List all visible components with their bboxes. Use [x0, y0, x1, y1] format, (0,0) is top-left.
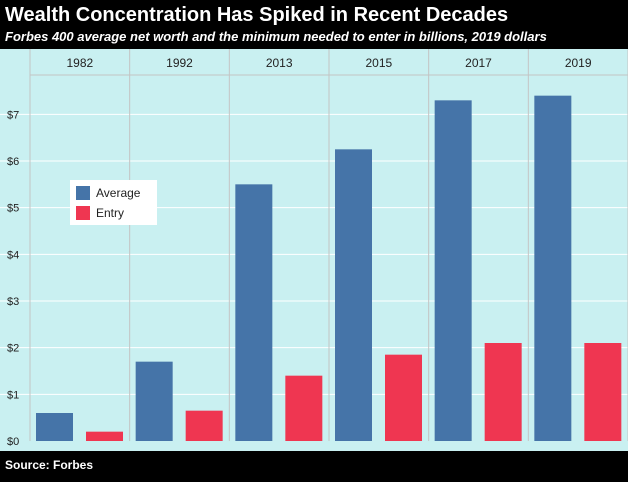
- bar-average: [235, 184, 273, 442]
- chart-header: Wealth Concentration Has Spiked in Recen…: [0, 0, 628, 49]
- bar-average: [534, 95, 572, 442]
- bar-average: [434, 100, 472, 441]
- y-tick-label: $4: [7, 249, 19, 261]
- category-label: 2017: [465, 56, 492, 70]
- chart-footer: Source: Forbes: [0, 451, 628, 482]
- y-tick-label: $5: [7, 203, 19, 215]
- y-tick-label: $1: [7, 389, 19, 401]
- bar-average: [36, 413, 73, 441]
- category-dividers: [29, 49, 628, 441]
- bar-average: [335, 149, 372, 442]
- y-tick-label: $0: [7, 436, 19, 448]
- category-label: 2019: [565, 56, 592, 70]
- bar-entry: [385, 354, 422, 441]
- category-label: 2015: [365, 56, 392, 70]
- bar-chart: $0 $1 $2 $3 $4 $5 $6 $7 1982 1992 2013 2015 2017 2019…: [0, 49, 628, 451]
- y-tick-label: $2: [7, 343, 19, 355]
- y-tick-label: $6: [7, 156, 19, 168]
- bar-entry: [285, 375, 323, 441]
- bar-entry: [484, 343, 522, 441]
- legend-swatch: [76, 186, 90, 200]
- source-note: Source: Forbes: [5, 458, 94, 472]
- gridlines: [0, 113, 628, 395]
- category-label: 1992: [166, 56, 193, 70]
- y-tick-label: $3: [7, 296, 19, 308]
- bar-entry: [86, 431, 123, 441]
- y-tick-label: $7: [7, 109, 19, 121]
- bar-entry: [584, 343, 622, 441]
- chart-subtitle: Forbes 400 average net worth and the min…: [5, 29, 547, 44]
- legend-label: Entry: [96, 206, 124, 220]
- axis-labels: $0 $1 $2 $3 $4 $5 $6 $7 1982 1992 2013 2015 2017 2019: [7, 56, 592, 448]
- bars: [36, 95, 622, 442]
- legend: Average Entry: [70, 180, 157, 225]
- bar-average: [135, 361, 173, 441]
- chart-title: Wealth Concentration Has Spiked in Recen…: [5, 4, 509, 26]
- legend-swatch: [76, 206, 90, 220]
- bar-entry: [185, 410, 223, 441]
- category-label: 2013: [266, 56, 293, 70]
- legend-label: Average: [96, 186, 141, 200]
- category-label: 1982: [66, 56, 93, 70]
